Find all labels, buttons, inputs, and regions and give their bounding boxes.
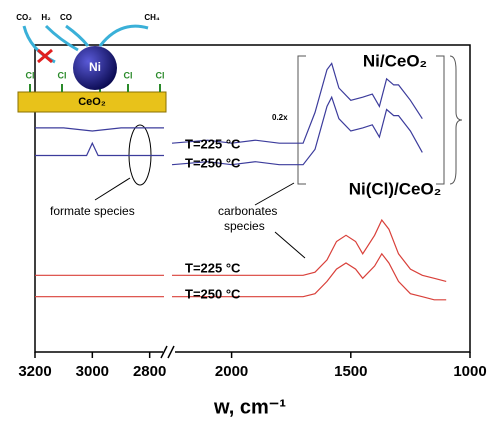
annotation: 0.2x	[272, 113, 288, 122]
series-label: T=225 °C	[185, 136, 241, 151]
spectrum-line	[35, 62, 423, 144]
ligand-label: Cl	[124, 70, 133, 80]
ligand-label: Cl	[26, 70, 35, 80]
x-tick-label: 3000	[76, 363, 109, 380]
annotation: species	[224, 219, 265, 233]
annotation: Ni/CeO₂	[363, 51, 427, 70]
axis-break	[160, 345, 168, 359]
arrow	[254, 182, 295, 206]
bracket	[297, 55, 445, 185]
arrow	[274, 231, 306, 259]
particle	[73, 46, 117, 90]
brace	[449, 55, 463, 185]
spectrum-line	[35, 252, 447, 301]
x-tick-label: 1000	[453, 363, 486, 380]
annotation: Ni(Cl)/CeO₂	[349, 179, 442, 198]
ligand-label: Cl	[156, 70, 165, 80]
ligand-label: Cl	[58, 70, 67, 80]
series-label: T=225 °C	[185, 260, 241, 275]
arrow	[94, 177, 131, 201]
series-label: T=250 °C	[185, 155, 241, 170]
x-tick-label: 1500	[334, 363, 367, 380]
annotation: carbonates	[218, 204, 277, 218]
gas-label: CO	[60, 13, 72, 22]
gas-label: CH₄	[144, 13, 160, 22]
series-label: T=250 °C	[185, 286, 241, 301]
spectrum-line	[35, 218, 447, 282]
gas-label: CO₂	[16, 13, 32, 22]
particle-label: Ni	[89, 60, 101, 74]
axis-break	[167, 345, 175, 359]
x-axis-label: w, cm⁻¹	[213, 396, 286, 418]
inset: CeO₂ Cl Cl Cl Cl Ni CO₂ H₂ CO CH₄	[16, 13, 167, 113]
annotation: formate species	[50, 204, 135, 218]
spectrum-line	[35, 95, 423, 166]
support-label: CeO₂	[78, 96, 106, 108]
support	[17, 91, 167, 113]
gas-label: H₂	[41, 13, 51, 22]
x-tick-label: 2800	[133, 363, 166, 380]
x-tick-label: 2000	[215, 363, 248, 380]
plot-frame	[34, 44, 471, 353]
x-tick-label: 3200	[18, 363, 51, 380]
blocked-mark	[37, 48, 53, 64]
